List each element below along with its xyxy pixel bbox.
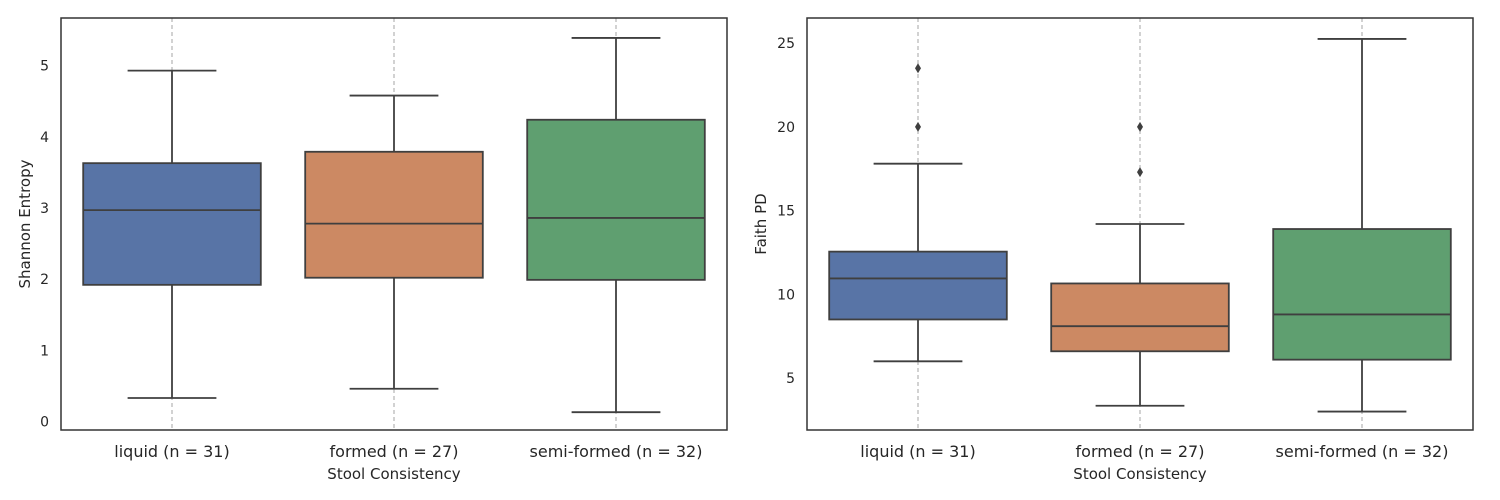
y-tick-label: 3 [40,201,49,217]
outlier-point [1137,121,1143,132]
y-tick-label: 1 [40,343,49,359]
y-tick-label: 10 [777,287,795,303]
y-tick-label: 4 [40,130,49,146]
faith-pd-panel: 5 10 15 20 25 liquid (n = 31) formed (n = 27) s… [752,17,1474,483]
iqr-box [82,162,262,286]
plot-frame [60,17,728,431]
outlier-point [1137,167,1143,178]
x-tick-label: liquid (n = 31) [860,442,975,461]
box-shannon-2 [526,37,706,414]
box-faith-1 [1050,121,1230,407]
y-tick-label: 0 [40,414,49,430]
box-shannon-0 [82,69,262,399]
y-tick-label: 15 [777,204,795,220]
x-axis-label: Stool Consistency [1073,465,1207,483]
outlier-point [915,63,921,74]
x-tick-label: formed (n = 27) [1076,442,1205,461]
iqr-box [828,250,1008,321]
y-tick-label: 5 [786,371,795,387]
iqr-box [304,150,484,279]
outlier-point [915,121,921,132]
iqr-box [526,118,706,281]
y-tick-label: 2 [40,272,49,288]
shannon-entropy-panel: 0 1 2 3 4 5 liquid (n = 31) formed (n = 27) semi… [16,17,728,483]
y-tick-label: 5 [40,59,49,75]
box-faith-0 [828,63,1008,363]
iqr-box [1272,228,1452,361]
y-tick-label: 20 [777,120,795,136]
x-tick-label: semi-formed (n = 32) [1276,442,1449,461]
x-tick-label: formed (n = 27) [330,442,459,461]
y-tick-label: 25 [777,36,795,52]
x-tick-label: semi-formed (n = 32) [530,442,703,461]
box-faith-2 [1272,38,1452,413]
y-axis-label: Faith PD [752,193,770,254]
x-axis-label: Stool Consistency [327,465,461,483]
x-tick-label: liquid (n = 31) [114,442,229,461]
box-shannon-1 [304,94,484,390]
y-axis-label: Shannon Entropy [16,159,34,288]
plot-frame [806,17,1474,431]
iqr-box [1050,282,1230,353]
